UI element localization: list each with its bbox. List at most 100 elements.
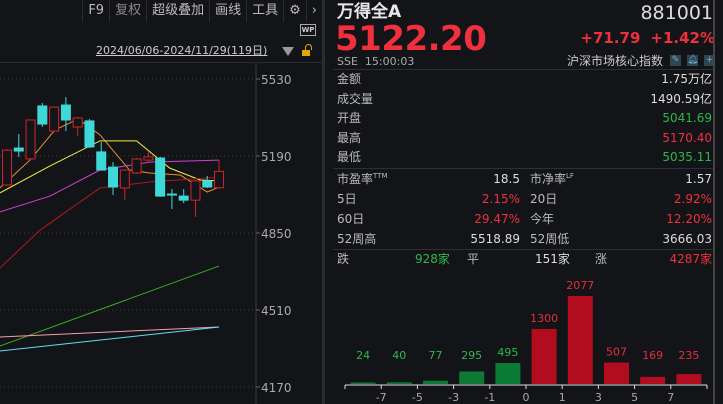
stat-label: 52周低 bbox=[530, 231, 570, 246]
y-tick-label: 4850 bbox=[261, 227, 292, 241]
overlay-button[interactable]: 超级叠加 bbox=[146, 0, 209, 22]
down-count: 928家 bbox=[415, 252, 450, 266]
candle-body bbox=[143, 156, 154, 161]
change-value: +71.79 bbox=[580, 29, 641, 47]
wp-icon[interactable]: WP bbox=[300, 24, 316, 36]
ma_long-line bbox=[0, 326, 220, 352]
histogram-bar bbox=[531, 328, 557, 384]
candle bbox=[178, 189, 189, 204]
stat-value: 29.47% bbox=[474, 211, 520, 226]
stat-value: 1490.59亿 bbox=[650, 91, 712, 106]
candlestick-chart[interactable]: 5530 5190 4850 4510 4170 bbox=[0, 0, 322, 404]
tools-button[interactable]: 工具 bbox=[246, 0, 283, 22]
x-tick-label: 3 bbox=[595, 391, 602, 404]
bell-icon[interactable]: 🔔︎ bbox=[687, 55, 699, 66]
candle bbox=[155, 156, 166, 197]
stat-label: 最低 bbox=[337, 150, 362, 165]
stat-label: 金额 bbox=[337, 72, 362, 86]
x-tick-label: 7 bbox=[667, 391, 674, 404]
candle-body bbox=[202, 180, 213, 188]
chevron-right-icon[interactable]: › bbox=[305, 0, 322, 22]
ma250-line bbox=[0, 326, 220, 338]
candle bbox=[214, 160, 225, 189]
y-tick-label: 5530 bbox=[261, 73, 292, 87]
stat-value: 2.15% bbox=[481, 192, 520, 206]
candle bbox=[60, 97, 71, 132]
f9-button[interactable]: F9 bbox=[82, 0, 109, 22]
pb-value: 1.57 bbox=[685, 172, 712, 186]
stat-row: 开盘 5041.69 bbox=[337, 109, 712, 128]
adjust-button[interactable]: 复权 bbox=[109, 0, 146, 22]
candle-body bbox=[13, 147, 24, 152]
stat-label: 开盘 bbox=[337, 111, 362, 126]
candle-body bbox=[60, 104, 71, 121]
candle-body bbox=[25, 119, 36, 160]
histogram-bar bbox=[423, 380, 448, 384]
quote-time: 15:00:03 bbox=[364, 55, 415, 68]
candle bbox=[72, 117, 83, 137]
candle-body bbox=[131, 158, 142, 174]
bar-value-label: 1300 bbox=[530, 312, 558, 325]
bar-value-label: 24 bbox=[356, 349, 370, 362]
quote-panel: 万得全A 881001 5122.20 +71.79 +1.42% SSE 15:… bbox=[325, 0, 723, 404]
stat-row: 金额 1.75万亿 bbox=[337, 70, 712, 89]
pe-label: 市盈率TTM bbox=[337, 172, 388, 186]
candle bbox=[108, 162, 119, 195]
bar-value-label: 40 bbox=[392, 349, 406, 362]
bar-value-label: 495 bbox=[497, 346, 518, 359]
candle bbox=[119, 169, 130, 200]
candle-body bbox=[155, 157, 166, 197]
stat-value: 5170.40 bbox=[662, 130, 712, 145]
scrollbar[interactable] bbox=[713, 0, 715, 404]
candle-body bbox=[214, 170, 225, 189]
x-tick-label: -3 bbox=[448, 391, 459, 404]
change-percent: +1.42% bbox=[650, 29, 715, 47]
candle bbox=[96, 141, 107, 171]
panel-divider[interactable] bbox=[322, 0, 325, 404]
stat-row: 最低 5035.11 bbox=[337, 148, 712, 167]
candle-body bbox=[119, 169, 130, 189]
edit-icon[interactable]: ✎ bbox=[670, 55, 681, 66]
stat-value: 5041.69 bbox=[662, 111, 712, 126]
return-row: 52周高 5518.89 52周低 3666.03 bbox=[337, 230, 712, 249]
stat-value: 1.75万亿 bbox=[661, 72, 712, 86]
dropdown-triangle-icon[interactable] bbox=[282, 47, 294, 56]
candle bbox=[2, 149, 12, 186]
candle-body bbox=[2, 149, 12, 186]
stat-row: 成交量 1490.59亿 bbox=[337, 90, 712, 109]
histogram-bar bbox=[676, 374, 702, 384]
candle bbox=[49, 106, 60, 132]
date-range-link[interactable]: 2024/06/06-2024/11/29(119日) bbox=[96, 44, 268, 57]
candle-body bbox=[108, 166, 119, 188]
bar-value-label: 169 bbox=[642, 349, 663, 362]
histogram-bar bbox=[459, 371, 485, 384]
gear-icon[interactable]: ⚙ bbox=[283, 0, 306, 22]
histogram-bar bbox=[350, 382, 376, 384]
candle bbox=[25, 119, 36, 160]
security-code: 881001 bbox=[640, 2, 713, 24]
divider bbox=[333, 249, 715, 250]
y-tick-label: 4510 bbox=[261, 304, 292, 318]
bar-value-label: 77 bbox=[429, 349, 443, 362]
stat-value: 2.92% bbox=[673, 192, 712, 206]
ma120-line bbox=[0, 265, 220, 347]
y-tick-label: 4170 bbox=[261, 381, 292, 395]
draw-button[interactable]: 画线 bbox=[209, 0, 246, 22]
stat-row: 最高 5170.40 bbox=[337, 129, 712, 148]
add-icon[interactable]: + bbox=[704, 55, 715, 66]
unlock-icon[interactable] bbox=[302, 44, 312, 56]
divider bbox=[333, 69, 715, 70]
index-category: 沪深市场核心指数 bbox=[566, 54, 663, 68]
x-tick-label: -7 bbox=[376, 391, 387, 404]
candle-body bbox=[84, 120, 95, 148]
breadth-row: 跌 928家 平 151家 涨 4287家 bbox=[337, 250, 712, 269]
stat-label: 52周高 bbox=[337, 231, 377, 246]
valuation-row: 市盈率TTM 18.5 市净率LF 1.57 bbox=[337, 170, 712, 189]
stat-label: 5日 bbox=[337, 192, 357, 206]
stat-value: 5518.89 bbox=[470, 231, 520, 246]
pe-value: 18.5 bbox=[493, 172, 520, 186]
x-tick-label: -1 bbox=[484, 391, 495, 404]
ma60-line bbox=[0, 176, 220, 269]
x-tick-label: 5 bbox=[631, 391, 638, 404]
candle bbox=[13, 134, 24, 157]
